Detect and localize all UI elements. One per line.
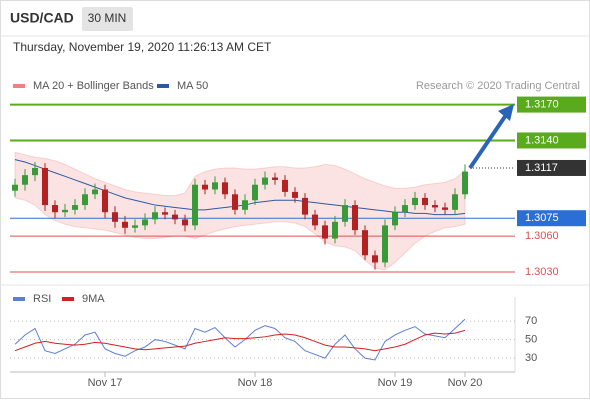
candle-body — [402, 205, 408, 213]
level-label: 1.3060 — [525, 230, 559, 242]
candle-body — [362, 230, 368, 256]
candle-body — [42, 167, 48, 206]
candle-body — [232, 194, 238, 210]
candle-body — [152, 212, 158, 220]
candle-body — [22, 175, 28, 185]
candle-body — [462, 171, 468, 195]
x-tick-label: Nov 17 — [88, 377, 123, 389]
x-tick-label: Nov 20 — [448, 377, 483, 389]
candle-body — [172, 214, 178, 220]
candle-body — [242, 200, 248, 210]
legend-label: RSI — [33, 293, 51, 305]
level-box — [517, 159, 586, 176]
level-label: 1.3170 — [525, 98, 559, 110]
candle-body — [52, 205, 58, 213]
y-tick-label: 70 — [525, 315, 537, 327]
candle-body — [442, 207, 448, 210]
candle-body — [452, 194, 458, 210]
candle-body — [412, 197, 418, 206]
candle-body — [182, 219, 188, 226]
candle-body — [112, 212, 118, 222]
candle-body — [262, 177, 268, 185]
interval-badge — [82, 7, 133, 31]
candle-body — [352, 205, 358, 231]
candle-body — [292, 191, 298, 198]
legend-label: MA 20 + Bollinger Bands — [33, 80, 154, 92]
level-label: 1.3140 — [525, 134, 559, 146]
candle-body — [122, 221, 128, 228]
level-label: 1.3117 — [525, 162, 558, 174]
level-box — [517, 96, 586, 113]
legend-swatch — [13, 297, 25, 301]
y-tick-label: 50 — [525, 333, 537, 345]
candle-body — [372, 255, 378, 263]
level-label: 1.3030 — [525, 266, 559, 278]
candle-body — [162, 212, 168, 215]
level-label: 1.3075 — [525, 212, 559, 224]
ma50-line — [14, 159, 466, 216]
candle-body — [92, 189, 98, 195]
candle-body — [62, 209, 68, 213]
legend-swatch — [157, 84, 169, 88]
x-tick-label: Nov 19 — [378, 377, 413, 389]
bollinger-band — [14, 151, 466, 271]
legend-label: 9MA — [82, 293, 105, 305]
candle-body — [272, 177, 278, 180]
interval: 30 MIN — [88, 11, 127, 25]
rsi-line — [14, 329, 466, 352]
candle-body — [342, 205, 348, 222]
candle-body — [72, 205, 78, 210]
timestamp: Thursday, November 19, 2020 11:26:13 AM … — [13, 40, 272, 54]
candle-body — [102, 189, 108, 213]
rsi-line — [14, 318, 466, 361]
candle-body — [252, 184, 258, 201]
symbol: USD/CAD — [10, 10, 74, 26]
candle-body — [12, 184, 18, 191]
candle-body — [222, 182, 228, 195]
forecast-arrow — [468, 113, 508, 170]
y-tick-label: 30 — [525, 352, 537, 364]
plot: 1.3170 1.3140 1.3117 1.3075 1.3060 1.3030 Nov … — [10, 80, 586, 389]
candle-body — [422, 197, 428, 206]
candle-body — [332, 221, 338, 239]
candle-body — [432, 205, 438, 208]
forecast-arrowhead — [498, 104, 514, 121]
candle-body — [302, 197, 308, 215]
candle-body — [32, 167, 38, 176]
level-box — [517, 210, 586, 227]
legend-label: MA 50 — [177, 80, 208, 92]
legend-swatch — [62, 297, 74, 301]
candle-body — [382, 225, 388, 263]
candle-body — [282, 179, 288, 192]
candle-body — [212, 182, 218, 190]
candle-body — [312, 214, 318, 226]
candle-body — [202, 184, 208, 190]
candle-body — [82, 194, 88, 206]
level-box — [517, 132, 586, 149]
candle-body — [142, 219, 148, 226]
legend-swatch — [13, 84, 25, 88]
candle-body — [322, 225, 328, 239]
candle-body — [392, 212, 398, 226]
candle-body — [132, 225, 138, 228]
candle-body — [192, 184, 198, 226]
credit: Research © 2020 Trading Central — [416, 80, 580, 92]
x-tick-label: Nov 18 — [238, 377, 273, 389]
